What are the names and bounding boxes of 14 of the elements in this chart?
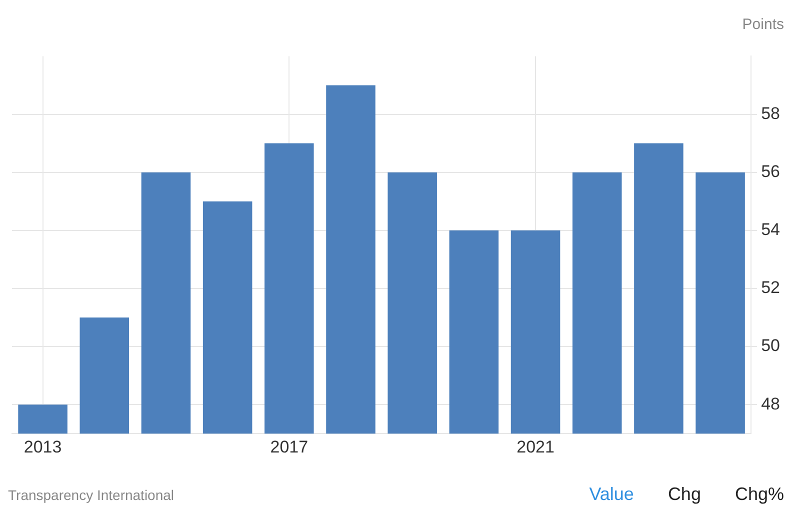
y-axis-title: Points	[741, 15, 784, 35]
y-tick-label: 58	[761, 104, 780, 123]
y-tick-label: 54	[761, 220, 780, 240]
y-tick-label: 48	[761, 394, 780, 414]
x-tick-label: 2017	[270, 437, 308, 456]
x-tick-label: 2013	[24, 437, 62, 456]
text: Transparency International	[8, 486, 176, 502]
text: Chg%	[734, 484, 784, 505]
y-tick-label: 56	[761, 162, 780, 182]
y-tick-label: 50	[761, 336, 780, 356]
text: Chg	[668, 484, 701, 505]
x-tick-label: 2021	[516, 437, 554, 456]
y-tick-label: 52	[761, 278, 780, 298]
text: Value	[589, 484, 634, 505]
